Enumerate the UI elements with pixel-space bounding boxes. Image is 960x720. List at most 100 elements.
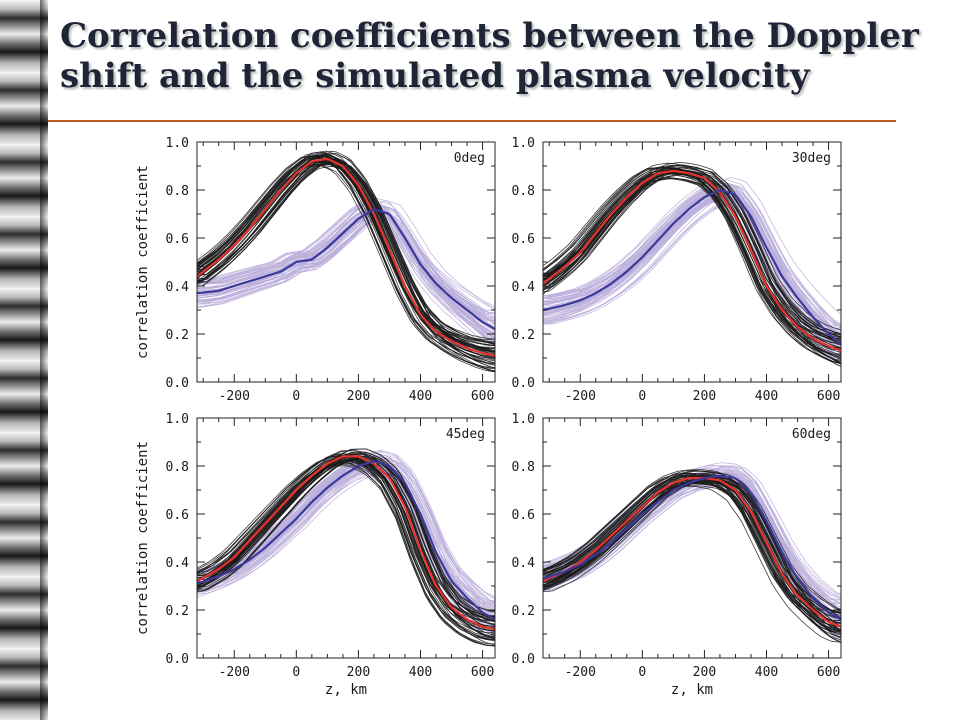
- black-ensemble-line: [543, 177, 841, 358]
- black-ensemble-line: [197, 158, 495, 343]
- y-tick-label: 0.0: [166, 652, 189, 667]
- purple-ensemble-line: [197, 209, 495, 338]
- plot-area: [197, 448, 495, 647]
- y-tick-label: 0.0: [512, 652, 535, 667]
- red-mean-line: [543, 476, 841, 628]
- y-tick-label: 0.0: [512, 376, 535, 391]
- y-tick-label: 0.8: [512, 184, 535, 199]
- y-tick-label: 0.4: [512, 280, 536, 295]
- plot-area: [197, 150, 495, 373]
- y-tick-label: 0.2: [512, 604, 535, 619]
- x-axis-title: z, km: [325, 682, 367, 698]
- y-tick-label: 0.6: [166, 232, 189, 247]
- purple-ensemble-line: [543, 180, 841, 327]
- red-mean-line: [543, 169, 841, 352]
- purple-ensemble-line: [543, 196, 841, 360]
- black-ensemble-line: [197, 161, 495, 372]
- y-axis-title: correlation coefficient: [135, 441, 151, 635]
- purple-ensemble-line: [543, 191, 841, 350]
- black-ensemble-line: [197, 162, 495, 362]
- film-strip-decoration: [0, 0, 48, 720]
- x-tick-label: -200: [565, 389, 596, 404]
- purple-ensemble-line: [197, 219, 495, 351]
- purple-ensemble-line: [197, 462, 495, 607]
- slide-title-line-2: shift and the simulated plasma velocity: [60, 56, 810, 96]
- slide-title-line-1: Correlation coefficients between the Dop…: [60, 16, 919, 56]
- x-tick-label: 200: [347, 389, 370, 404]
- black-ensemble-line: [197, 150, 495, 345]
- panel-frame: [542, 417, 842, 659]
- y-tick-label: 0.4: [166, 556, 190, 571]
- black-ensemble-line: [197, 160, 495, 349]
- x-tick-label: 600: [471, 665, 494, 680]
- x-tick-label: 400: [409, 665, 432, 680]
- blue-mean-line: [197, 208, 495, 331]
- black-ensemble-line: [543, 173, 841, 344]
- black-ensemble-line: [197, 161, 495, 346]
- chart-panel-30deg: -200 0 200 400 600 0.0 0.2 0.4 0.6 0.8 1.0 30deg: [512, 136, 842, 404]
- y-tick-label: 0.2: [166, 328, 189, 343]
- x-tick-label: 0: [638, 665, 646, 680]
- y-tick-label: 1.0: [512, 412, 535, 427]
- purple-ensemble-line: [197, 459, 495, 616]
- x-tick-label: 400: [755, 665, 778, 680]
- black-ensemble-line: [197, 461, 495, 631]
- title-rule: [48, 120, 896, 122]
- black-ensemble-line: [197, 448, 495, 613]
- chart-panel-45deg: -200 0 200 400 600 0.0 0.2 0.4 0.6 0.8 1.0 45deg cor…: [135, 412, 496, 698]
- plot-area: [543, 462, 841, 644]
- black-ensemble-line: [197, 161, 495, 356]
- black-ensemble-line: [197, 164, 495, 368]
- black-ensemble-line: [543, 474, 841, 636]
- y-tick-label: 0.6: [512, 232, 535, 247]
- purple-ensemble-line: [197, 219, 495, 344]
- blue-mean-line: [197, 460, 495, 621]
- black-ensemble-line: [543, 175, 841, 363]
- black-ensemble-line: [197, 155, 495, 359]
- red-mean-line: [197, 455, 495, 631]
- black-ensemble-line: [197, 155, 495, 355]
- x-axis-title: z, km: [671, 682, 713, 698]
- y-tick-label: 0.6: [512, 508, 535, 523]
- y-tick-label: 0.8: [166, 184, 189, 199]
- chart-panel-0deg: -200 0 200 400 600 0.0 0.2 0.4 0.6 0.8 1.0 0deg corr…: [135, 136, 496, 404]
- slide-title: Correlation coefficients between the Dop…: [60, 16, 930, 96]
- y-tick-label: 0.2: [166, 604, 189, 619]
- purple-ensemble-line: [197, 205, 495, 321]
- x-tick-label: 0: [292, 665, 300, 680]
- panel-label: 30deg: [792, 151, 831, 166]
- panel-label: 60deg: [792, 427, 831, 442]
- y-tick-label: 0.4: [512, 556, 536, 571]
- blue-mean-line: [543, 189, 841, 345]
- x-tick-label: 600: [817, 665, 840, 680]
- purple-ensemble-line: [197, 200, 495, 310]
- x-tick-label: 0: [638, 389, 646, 404]
- purple-ensemble-line: [197, 212, 495, 322]
- black-ensemble-line: [543, 164, 841, 343]
- x-tick-label: 400: [409, 389, 432, 404]
- x-tick-label: 600: [471, 389, 494, 404]
- y-tick-label: 0.6: [166, 508, 189, 523]
- y-tick-label: 0.0: [166, 376, 189, 391]
- y-tick-label: 0.4: [166, 280, 190, 295]
- black-ensemble-line: [197, 450, 495, 625]
- x-tick-label: 200: [693, 389, 716, 404]
- black-ensemble-line: [543, 171, 841, 355]
- black-ensemble-line: [197, 160, 495, 352]
- panel-label: 45deg: [446, 427, 485, 442]
- black-ensemble-line: [543, 168, 841, 337]
- x-tick-label: 200: [347, 665, 370, 680]
- y-tick-label: 0.8: [512, 460, 535, 475]
- purple-ensemble-line: [197, 460, 495, 613]
- x-tick-label: -200: [219, 389, 250, 404]
- y-tick-label: 1.0: [512, 136, 535, 151]
- black-ensemble-line: [197, 154, 495, 353]
- y-axis-title: correlation coefficient: [135, 165, 151, 359]
- x-tick-label: 200: [693, 665, 716, 680]
- black-ensemble-line: [543, 167, 841, 331]
- black-ensemble-line: [197, 462, 495, 638]
- blue-mean-line: [543, 474, 841, 621]
- y-tick-label: 1.0: [166, 136, 189, 151]
- y-tick-label: 0.8: [166, 460, 189, 475]
- black-ensemble-line: [197, 460, 495, 641]
